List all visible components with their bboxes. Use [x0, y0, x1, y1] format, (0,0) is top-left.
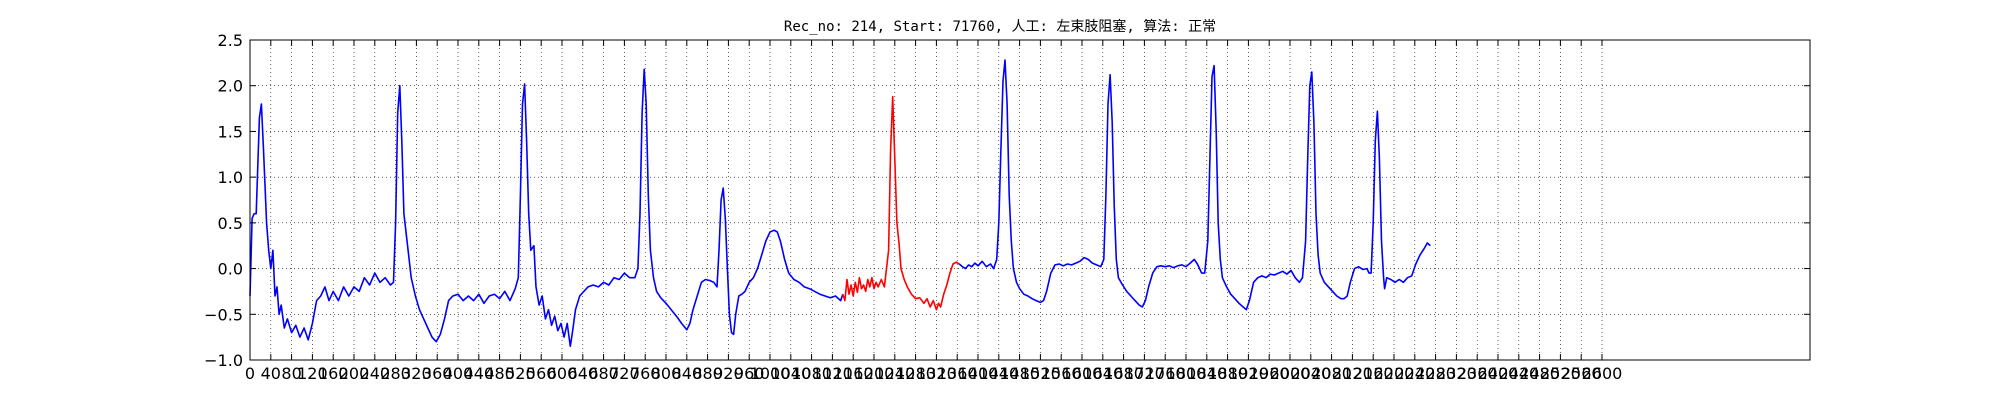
y-tick-label: 2.5	[218, 31, 243, 50]
y-tick-label: 1.5	[218, 122, 243, 141]
x-tick-label: 2600	[1582, 364, 1623, 383]
x-tick-label: 2400	[1478, 364, 1519, 383]
x-tick-label: 1200	[854, 364, 895, 383]
x-tick-label: 720	[609, 364, 640, 383]
x-tick-label: 120	[297, 364, 328, 383]
x-tick-label: 2480	[1519, 364, 1560, 383]
x-tick-label: 1800	[1166, 364, 1207, 383]
x-tick-label: 880	[692, 364, 723, 383]
x-tick-label: 2000	[1270, 364, 1311, 383]
series-line-2	[842, 95, 960, 311]
x-tick-label: 400	[443, 364, 474, 383]
x-tick-label: 760	[630, 364, 661, 383]
x-tick-label: 1840	[1186, 364, 1227, 383]
x-tick-label: 360	[422, 364, 453, 383]
x-tick-label: 1320	[916, 364, 957, 383]
x-tick-label: 2280	[1415, 364, 1456, 383]
x-tick-label: 80	[281, 364, 301, 383]
x-tick-label: 2080	[1311, 364, 1352, 383]
x-tick-label: 800	[651, 364, 682, 383]
x-tick-label: 2320	[1436, 364, 1477, 383]
x-tick-label: 560	[526, 364, 557, 383]
x-tick-label: 1280	[895, 364, 936, 383]
y-tick-label: 2.0	[218, 77, 243, 96]
x-tick-label: 2560	[1561, 364, 1602, 383]
x-tick-label: 440	[464, 364, 495, 383]
x-tick-label: 2040	[1290, 364, 1331, 383]
x-tick-label: 640	[568, 364, 599, 383]
x-tick-label: 240	[360, 364, 391, 383]
x-tick-label: 1400	[958, 364, 999, 383]
x-tick-label: 1520	[1020, 364, 1061, 383]
x-tick-label: 1720	[1124, 364, 1165, 383]
x-tick-label: 200	[339, 364, 370, 383]
x-tick-label: 2520	[1540, 364, 1581, 383]
x-tick-label: 1000	[750, 364, 791, 383]
x-tick-label: 2440	[1498, 364, 1539, 383]
x-tick-label: 2120	[1332, 364, 1373, 383]
chart-title: Rec_no: 214, Start: 71760, 人工: 左束肢阻塞, 算法…	[784, 18, 1216, 35]
x-tick-label: 600	[547, 364, 578, 383]
y-tick-label: 1.0	[218, 168, 243, 187]
x-axis-ticks: 0 40 8012016020024028032036040044048052056…	[245, 40, 1622, 383]
x-tick-label: 960	[734, 364, 765, 383]
x-tick-label: 1160	[833, 364, 874, 383]
series-line-3	[958, 59, 1431, 311]
x-tick-label: 1760	[1145, 364, 1186, 383]
x-tick-label: 520	[505, 364, 536, 383]
x-tick-label: 1440	[978, 364, 1019, 383]
grid-lines	[250, 40, 1810, 360]
x-tick-label: 1960	[1249, 364, 1290, 383]
x-tick-label: 1480	[999, 364, 1040, 383]
x-tick-label: 1880	[1207, 364, 1248, 383]
x-tick-label: 1040	[770, 364, 811, 383]
x-tick-label: 1360	[937, 364, 978, 383]
series-group	[249, 59, 1431, 348]
y-tick-label: 0.0	[218, 260, 243, 279]
y-axis-ticks: −1.0 −0.5 0.0 0.5 1.0 1.5 2.0 2.5	[204, 31, 1810, 370]
x-tick-label: 40	[261, 364, 281, 383]
x-tick-label: 2200	[1374, 364, 1415, 383]
series-line-1	[249, 68, 844, 348]
x-tick-label: 840	[672, 364, 703, 383]
y-tick-label: −0.5	[204, 305, 243, 324]
x-tick-label: 2360	[1457, 364, 1498, 383]
x-tick-label: 0	[245, 364, 255, 383]
x-tick-label: 320	[401, 364, 432, 383]
y-tick-label: −1.0	[204, 351, 243, 370]
x-tick-label: 1680	[1103, 364, 1144, 383]
x-tick-label: 2160	[1353, 364, 1394, 383]
x-tick-label: 1560	[1041, 364, 1082, 383]
y-tick-label: 0.5	[218, 214, 243, 233]
x-tick-label: 1600	[1062, 364, 1103, 383]
x-tick-label: 1920	[1228, 364, 1269, 383]
x-tick-label: 1120	[812, 364, 853, 383]
x-tick-label: 920	[713, 364, 744, 383]
x-tick-label: 2240	[1394, 364, 1435, 383]
x-tick-label: 160	[318, 364, 349, 383]
x-tick-label: 1080	[791, 364, 832, 383]
x-tick-label: 480	[484, 364, 515, 383]
x-tick-label: 1240	[874, 364, 915, 383]
x-tick-label: 1640	[1082, 364, 1123, 383]
x-tick-label: 280	[380, 364, 411, 383]
plot-frame	[249, 39, 1811, 361]
x-tick-label: 680	[588, 364, 619, 383]
